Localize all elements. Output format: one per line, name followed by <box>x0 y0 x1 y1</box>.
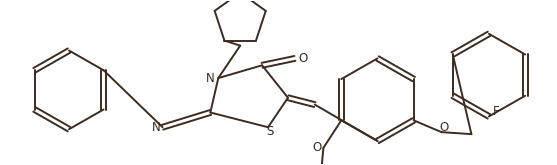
Text: S: S <box>266 125 273 138</box>
Text: O: O <box>313 141 322 154</box>
Text: N: N <box>206 72 214 85</box>
Text: N: N <box>152 121 161 134</box>
Text: F: F <box>493 105 500 118</box>
Text: O: O <box>298 52 307 65</box>
Text: O: O <box>439 121 448 134</box>
